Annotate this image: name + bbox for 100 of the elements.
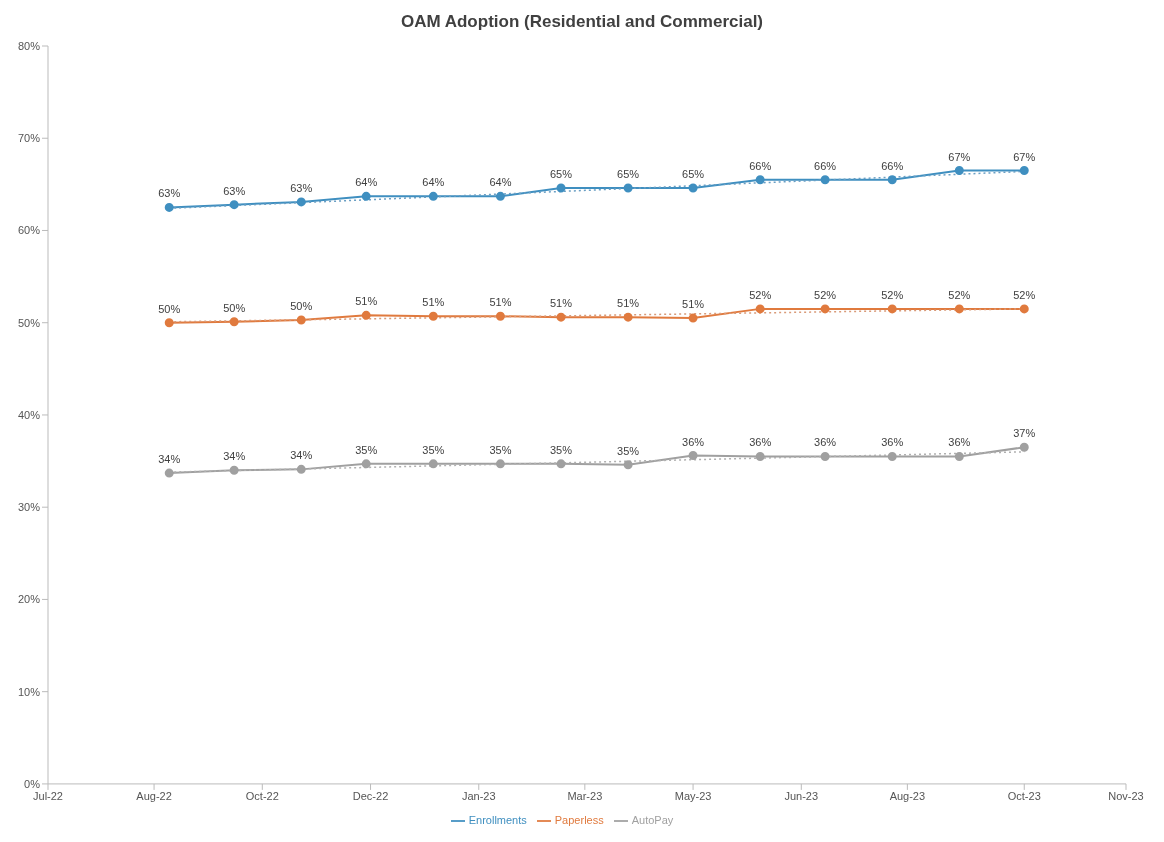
point — [495, 191, 505, 201]
point — [361, 191, 371, 201]
data-label: 51% — [550, 297, 573, 310]
x-tick-label: May-23 — [674, 789, 712, 802]
point — [688, 313, 698, 323]
data-label: 35% — [355, 443, 378, 456]
data-label: 36% — [749, 436, 772, 449]
data-label: 50% — [290, 299, 313, 312]
data-label: 67% — [1013, 150, 1036, 163]
point — [556, 183, 566, 193]
point — [296, 197, 306, 207]
y-tick-label: 40% — [17, 408, 41, 421]
point — [887, 175, 897, 185]
data-label: 65% — [617, 168, 640, 181]
x-tick-label: Jul-22 — [33, 789, 63, 802]
data-label: 65% — [550, 168, 573, 181]
point — [623, 183, 633, 193]
y-tick-label: 50% — [17, 316, 41, 329]
data-label: 35% — [550, 443, 573, 456]
y-tick-label: 0% — [24, 777, 41, 790]
point — [954, 166, 964, 176]
data-label: 52% — [814, 288, 837, 301]
data-label: 36% — [682, 435, 705, 448]
point — [1019, 166, 1029, 176]
data-label: 51% — [355, 295, 378, 308]
data-label: 66% — [749, 159, 772, 172]
point — [361, 310, 371, 320]
point — [495, 459, 505, 469]
data-label: 63% — [290, 181, 313, 194]
data-label: 66% — [814, 159, 837, 172]
data-label: 52% — [948, 288, 971, 301]
data-label: 35% — [489, 443, 512, 456]
point — [755, 175, 765, 185]
x-tick-label: Oct-22 — [245, 789, 279, 802]
point — [623, 460, 633, 470]
point — [820, 304, 830, 314]
x-tick-label: Nov-23 — [1108, 789, 1144, 802]
x-tick-label: Oct-23 — [1007, 789, 1041, 802]
point — [428, 459, 438, 469]
data-label: 51% — [682, 298, 705, 311]
x-tick-label: Aug-22 — [136, 789, 172, 802]
point — [820, 451, 830, 461]
y-tick-label: 60% — [17, 224, 41, 237]
x-tick-label: Dec-22 — [352, 789, 389, 802]
point — [164, 318, 174, 328]
data-label: 36% — [814, 436, 837, 449]
data-label: 35% — [617, 444, 640, 457]
data-label: 37% — [1013, 427, 1036, 440]
data-label: 64% — [422, 176, 445, 189]
data-label: 63% — [158, 187, 181, 200]
data-label: 63% — [223, 184, 246, 197]
data-label: 52% — [1013, 288, 1036, 301]
data-label: 67% — [948, 150, 971, 163]
data-label: 34% — [290, 449, 313, 462]
point — [688, 451, 698, 461]
x-tick-label: Jun-23 — [784, 789, 819, 802]
data-label: 52% — [881, 288, 904, 301]
data-label: 36% — [881, 436, 904, 449]
y-tick-label: 20% — [17, 593, 41, 606]
point — [623, 312, 633, 322]
point — [296, 315, 306, 325]
point — [755, 451, 765, 461]
point — [428, 191, 438, 201]
point — [954, 451, 964, 461]
data-label: 36% — [948, 436, 971, 449]
point — [688, 183, 698, 193]
point — [164, 202, 174, 212]
y-tick-label: 10% — [17, 685, 41, 698]
point — [755, 304, 765, 314]
legend-label: Enrollments — [468, 813, 527, 826]
data-label: 66% — [881, 159, 904, 172]
data-label: 51% — [617, 297, 640, 310]
point — [296, 464, 306, 474]
data-label: 34% — [158, 453, 181, 466]
point — [887, 451, 897, 461]
x-tick-label: Aug-23 — [889, 789, 926, 802]
point — [1019, 442, 1029, 452]
point — [954, 304, 964, 314]
point — [164, 468, 174, 478]
point — [428, 311, 438, 321]
y-tick-label: 80% — [17, 39, 41, 52]
data-label: 35% — [422, 443, 445, 456]
y-tick-label: 30% — [17, 501, 41, 514]
data-label: 52% — [749, 288, 772, 301]
point — [556, 459, 566, 469]
point — [556, 312, 566, 322]
point — [495, 311, 505, 321]
x-tick-label: Jan-23 — [461, 789, 496, 802]
data-label: 65% — [682, 168, 705, 181]
data-label: 50% — [158, 302, 181, 315]
data-label: 51% — [489, 296, 512, 309]
point — [229, 200, 239, 210]
data-label: 51% — [422, 296, 445, 309]
point — [229, 317, 239, 327]
legend-label: AutoPay — [631, 813, 674, 826]
chart-title: OAM Adoption (Residential and Commercial) — [399, 11, 765, 33]
data-label: 64% — [489, 176, 512, 189]
point — [887, 304, 897, 314]
point — [820, 175, 830, 185]
data-label: 50% — [223, 301, 246, 314]
